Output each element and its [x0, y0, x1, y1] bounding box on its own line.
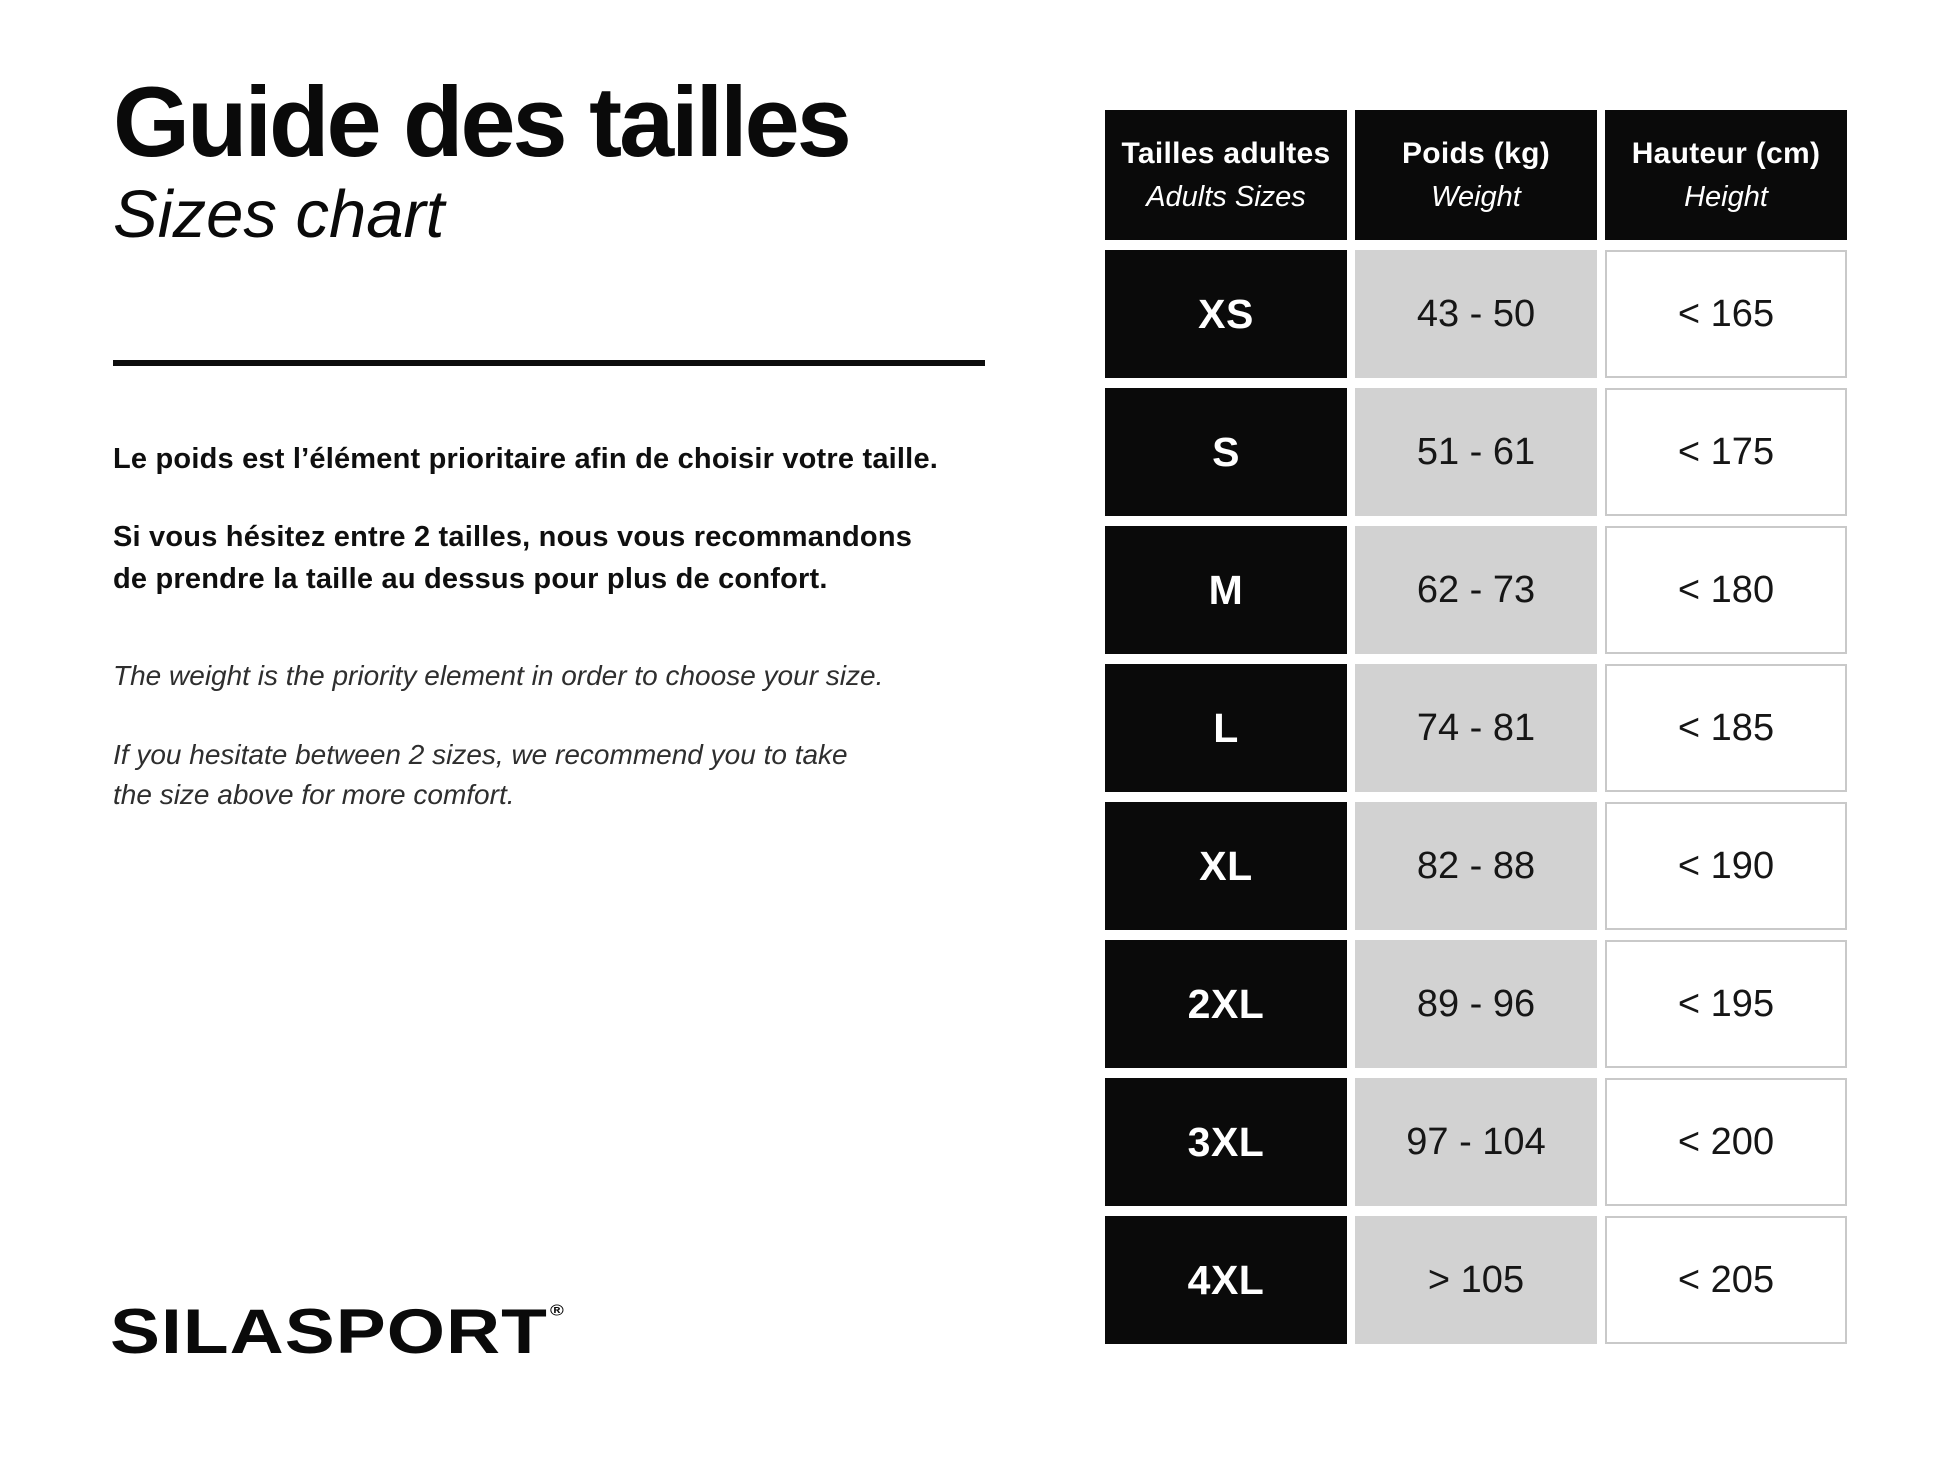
height-cell-m: < 180 — [1605, 526, 1847, 654]
size-cell-4xl: 4XL — [1105, 1216, 1347, 1344]
weight-cell-4xl: > 105 — [1355, 1216, 1597, 1344]
column-header-weight-en: Weight — [1431, 180, 1521, 213]
column-header-sizes-en: Adults Sizes — [1146, 180, 1306, 213]
intro-en-hesitate: If you hesitate between 2 sizes, we reco… — [113, 738, 848, 811]
height-cell-l: < 185 — [1605, 664, 1847, 792]
height-cell-3xl: < 200 — [1605, 1078, 1847, 1206]
column-header-height: Hauteur (cm) Height — [1605, 110, 1847, 240]
height-cell-xs: < 165 — [1605, 250, 1847, 378]
column-header-weight: Poids (kg) Weight — [1355, 110, 1597, 240]
size-cell-3xl: 3XL — [1105, 1078, 1347, 1206]
size-cell-xl: XL — [1105, 802, 1347, 930]
intro-fr-weight: Le poids est l’élément prioritaire afin … — [113, 443, 939, 475]
size-cell-xs: XS — [1105, 250, 1347, 378]
weight-cell-l: 74 - 81 — [1355, 664, 1597, 792]
brand-logo: SILASPORT ® — [110, 1296, 565, 1368]
intro-pane: Guide des tailles Sizes chart Le poids e… — [113, 72, 1023, 816]
size-cell-2xl: 2XL — [1105, 940, 1347, 1068]
height-cell-xl: < 190 — [1605, 802, 1847, 930]
column-header-sizes: Tailles adultes Adults Sizes — [1105, 110, 1347, 240]
height-cell-2xl: < 195 — [1605, 940, 1847, 1068]
weight-cell-s: 51 - 61 — [1355, 388, 1597, 516]
column-header-height-fr: Hauteur (cm) — [1631, 136, 1821, 170]
intro-en-weight: The weight is the priority element in or… — [113, 660, 884, 692]
column-header-weight-fr: Poids (kg) — [1401, 136, 1550, 170]
size-table: Tailles adultes Adults Sizes Poids (kg) … — [1105, 110, 1847, 1344]
weight-cell-xs: 43 - 50 — [1355, 250, 1597, 378]
height-cell-s: < 175 — [1605, 388, 1847, 516]
column-header-sizes-fr: Tailles adultes — [1121, 136, 1331, 170]
weight-cell-xl: 82 - 88 — [1355, 802, 1597, 930]
page-subtitle: Sizes chart — [113, 177, 445, 252]
intro-fr-hesitate: Si vous hésitez entre 2 tailles, nous vo… — [113, 521, 913, 596]
weight-cell-3xl: 97 - 104 — [1355, 1078, 1597, 1206]
brand-logo-text: SILASPORT — [110, 1296, 548, 1368]
height-cell-4xl: < 205 — [1605, 1216, 1847, 1344]
size-cell-s: S — [1105, 388, 1347, 516]
divider — [113, 360, 985, 366]
weight-cell-m: 62 - 73 — [1355, 526, 1597, 654]
registered-trademark-icon: ® — [549, 1301, 565, 1319]
weight-cell-2xl: 89 - 96 — [1355, 940, 1597, 1068]
size-cell-m: M — [1105, 526, 1347, 654]
page-title: Guide des tailles — [113, 66, 852, 177]
column-header-height-en: Height — [1684, 180, 1768, 213]
size-cell-l: L — [1105, 664, 1347, 792]
